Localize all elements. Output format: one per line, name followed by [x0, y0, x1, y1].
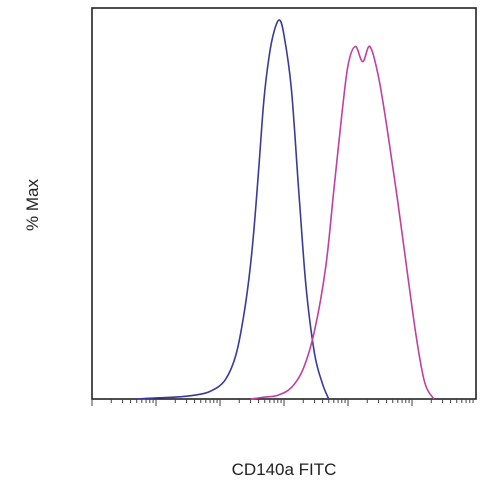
x-axis-ticks: [91, 399, 474, 406]
histogram-series-2-line: [250, 45, 435, 400]
plot-frame: [91, 7, 477, 400]
series-layer: [136, 19, 435, 400]
y-axis-label: % Max: [23, 179, 42, 231]
histogram-series-1-line: [136, 19, 330, 400]
x-axis-label: CD140a FITC: [232, 460, 337, 479]
